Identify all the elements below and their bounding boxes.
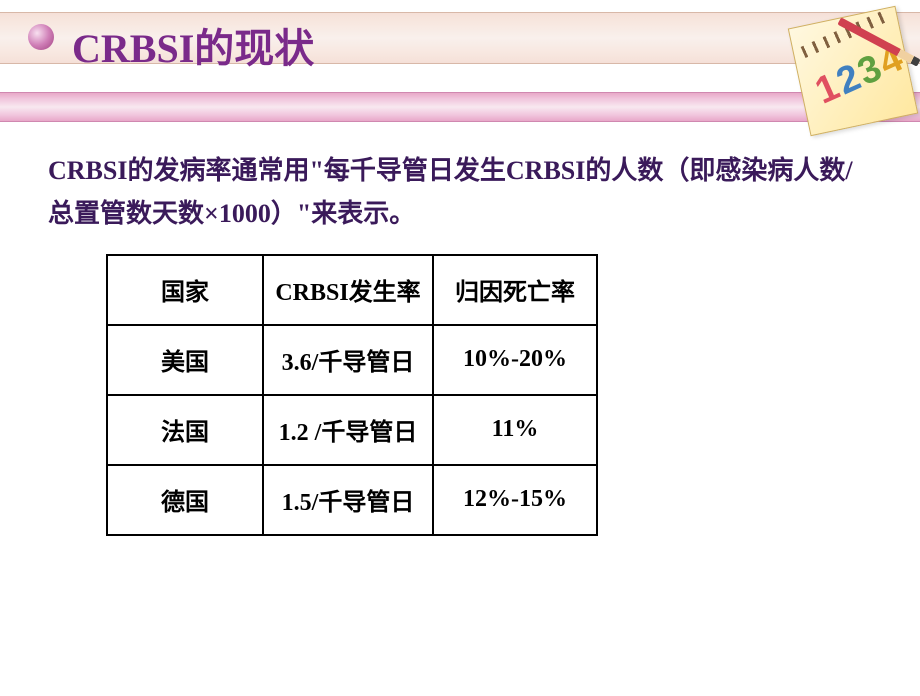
table-row: 法国 1.2 /千导管日 11%: [107, 395, 597, 465]
cell-country-0: 美国: [107, 325, 263, 395]
title-bar: CRBSI的现状: [0, 6, 920, 74]
cell-mortality-1: 11%: [433, 395, 597, 465]
title-bullet-icon: [28, 24, 54, 50]
cell-mortality-2: 12%-15%: [433, 465, 597, 535]
table-row: 美国 3.6/千导管日 10%-20%: [107, 325, 597, 395]
content-area: CRBSI的发病率通常用"每千导管日发生CRBSI的人数（即感染病人数/总置管数…: [0, 122, 920, 536]
th-country: 国家: [107, 255, 263, 325]
table-row: 德国 1.5/千导管日 12%-15%: [107, 465, 597, 535]
table-header-row: 国家 CRBSI发生率 归因死亡率: [107, 255, 597, 325]
crbsi-table: 国家 CRBSI发生率 归因死亡率 美国 3.6/千导管日 10%-20% 法国…: [106, 254, 598, 536]
cell-country-1: 法国: [107, 395, 263, 465]
th-mortality: 归因死亡率: [433, 255, 597, 325]
cell-country-2: 德国: [107, 465, 263, 535]
sub-bar: [0, 92, 920, 122]
cell-rate-1: 1.2 /千导管日: [263, 395, 433, 465]
intro-paragraph: CRBSI的发病率通常用"每千导管日发生CRBSI的人数（即感染病人数/总置管数…: [48, 150, 872, 236]
table-wrap: 国家 CRBSI发生率 归因死亡率 美国 3.6/千导管日 10%-20% 法国…: [106, 254, 872, 536]
th-rate: CRBSI发生率: [263, 255, 433, 325]
cell-rate-2: 1.5/千导管日: [263, 465, 433, 535]
page-title: CRBSI的现状: [0, 6, 920, 74]
cell-rate-0: 3.6/千导管日: [263, 325, 433, 395]
cell-mortality-0: 10%-20%: [433, 325, 597, 395]
